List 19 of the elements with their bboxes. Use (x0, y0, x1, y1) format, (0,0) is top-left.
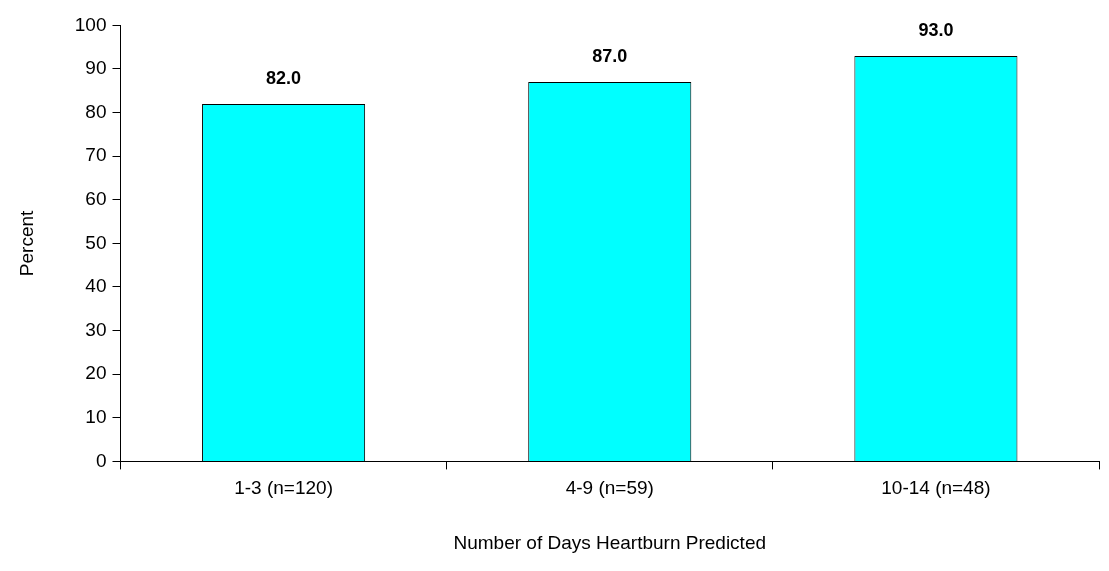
data-label: 82.0 (266, 67, 302, 88)
data-label: 93.0 (918, 19, 954, 40)
y-tick-label: 40 (85, 275, 107, 297)
x-tick-label: 4-9 (n=59) (565, 477, 654, 499)
y-tick-label: 70 (85, 144, 107, 166)
y-tick-label: 60 (85, 188, 107, 210)
y-tick-label: 10 (85, 406, 107, 428)
y-tick-label: 0 (95, 449, 107, 471)
y-tick-label: 30 (85, 318, 107, 340)
y-tick-label: 20 (85, 362, 107, 384)
x-tick-label: 1-3 (n=120) (234, 477, 333, 499)
y-tick-label: 50 (85, 231, 107, 253)
y-tick-label: 100 (74, 13, 107, 35)
x-tick-label: 10-14 (n=48) (881, 477, 991, 499)
y-tick-label: 80 (85, 100, 107, 122)
y-tick-label: 90 (85, 57, 107, 79)
x-axis-title: Number of Days Heartburn Predicted (453, 531, 767, 553)
data-label: 87.0 (592, 46, 628, 67)
y-axis-title: Percent (15, 209, 37, 277)
